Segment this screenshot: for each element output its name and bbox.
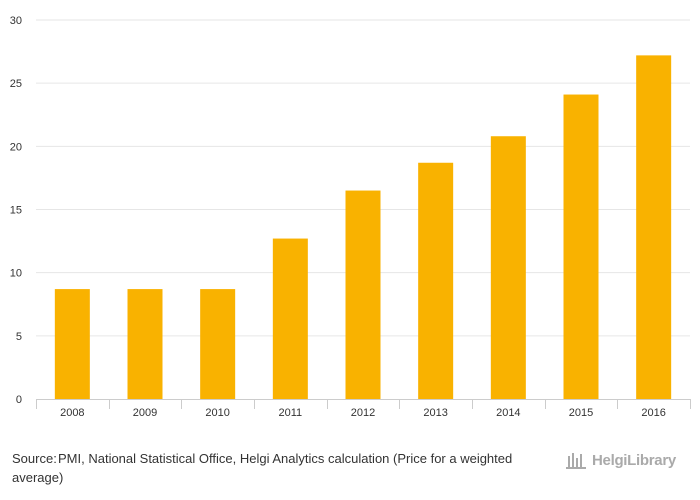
bar-2009: [127, 289, 163, 399]
source-text: PMI, National Statistical Office, Helgi …: [12, 451, 513, 485]
x-tick-label: 2012: [351, 407, 375, 419]
x-tick-label: 2009: [133, 407, 157, 419]
helgi-library-logo: HelgiLibrary: [566, 449, 676, 471]
bars: [54, 55, 672, 400]
y-tick-label: 15: [10, 205, 22, 217]
x-tick-label: 2016: [641, 407, 665, 419]
x-tick-label: 2014: [496, 407, 520, 419]
source-note: Source:PMI, National Statistical Office,…: [12, 449, 532, 487]
y-tick-label: 5: [16, 331, 22, 343]
bar-2015: [563, 94, 599, 399]
y-tick-label: 30: [10, 15, 22, 27]
source-label: Source:: [12, 451, 57, 466]
y-tick-label: 10: [10, 268, 22, 280]
y-tick-label: 0: [16, 394, 22, 406]
x-tick-label: 2013: [423, 407, 447, 419]
bar-2013: [418, 162, 454, 399]
helgi-library-icon: [566, 453, 586, 469]
y-tick-label: 20: [10, 141, 22, 153]
bar-2008: [54, 289, 90, 399]
x-tick-label: 2010: [205, 407, 229, 419]
bar-2014: [490, 136, 526, 399]
bar-2012: [345, 190, 381, 399]
y-tick-label: 25: [10, 78, 22, 90]
x-axis: 2008 2009 2010 2011 2012 2013 2014 2015 2016: [36, 399, 691, 419]
logo-text: HelgiLibrary: [592, 451, 676, 469]
y-axis-tick-labels: 0 5 10 15 20 25 30: [10, 15, 22, 406]
x-tick-label: 2015: [569, 407, 593, 419]
bar-chart: 0 5 10 15 20 25 30 2008 2009 2010 2011 2012 2013 201…: [10, 15, 691, 419]
bar-2011: [272, 238, 308, 399]
bar-2010: [200, 289, 236, 399]
bar-2016: [636, 55, 672, 400]
x-tick-label: 2011: [279, 407, 303, 419]
x-tick-label: 2008: [60, 407, 84, 419]
